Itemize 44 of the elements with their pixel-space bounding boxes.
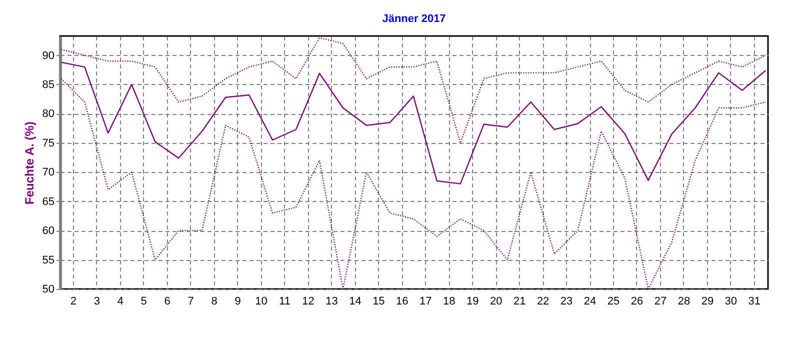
x-tick-label: 5 (140, 296, 147, 308)
y-tick-label: 90 (42, 50, 54, 62)
x-tick-label: 12 (302, 296, 314, 308)
line-series (60, 37, 766, 144)
y-axis-title: Feuchte A. (%) (22, 122, 36, 204)
x-tick-label: 22 (536, 296, 550, 308)
x-tick-label: 16 (396, 296, 408, 308)
x-tick-label: 8 (211, 296, 218, 308)
x-tick-label: 23 (560, 296, 573, 308)
y-tick-label: 55 (42, 254, 54, 266)
y-tick-label: 80 (42, 108, 54, 120)
x-tick-label: 3 (94, 296, 100, 308)
x-tick-label: 4 (117, 296, 124, 308)
x-tick-label: 18 (443, 296, 456, 308)
y-tick-label: 70 (42, 166, 54, 179)
x-tick-label: 10 (255, 296, 268, 308)
x-tick-label: 24 (584, 296, 596, 308)
y-tick-label: 85 (42, 78, 54, 91)
line-series (60, 78, 766, 290)
x-tick-label: 11 (279, 296, 290, 308)
x-tick-label: 29 (701, 296, 714, 308)
x-tick-label: 13 (326, 296, 338, 308)
x-tick-label: 27 (654, 296, 667, 308)
x-tick-label: 20 (490, 296, 502, 308)
y-tick-label: 60 (42, 225, 54, 238)
y-tick-label: 75 (42, 137, 54, 150)
x-tick-label: 19 (466, 296, 479, 308)
x-tick-label: 15 (372, 296, 385, 308)
x-tick-label: 31 (748, 296, 761, 308)
x-tick-label: 14 (349, 296, 362, 308)
line-series (60, 62, 766, 184)
y-tick-label: 65 (42, 196, 54, 208)
chart-title: Jänner 2017 (382, 13, 446, 25)
x-tick-label: 25 (607, 296, 620, 308)
x-tick-label: 7 (188, 296, 194, 308)
x-tick-label: 17 (420, 296, 432, 308)
x-tick-label: 2 (70, 296, 76, 308)
x-tick-label: 9 (234, 296, 241, 308)
x-tick-label: 26 (630, 296, 644, 308)
x-tick-label: 6 (164, 296, 170, 308)
x-tick-label: 30 (724, 296, 738, 308)
y-tick-label: 50 (42, 284, 54, 296)
x-tick-label: 28 (678, 296, 690, 308)
x-tick-label: 21 (513, 296, 526, 308)
